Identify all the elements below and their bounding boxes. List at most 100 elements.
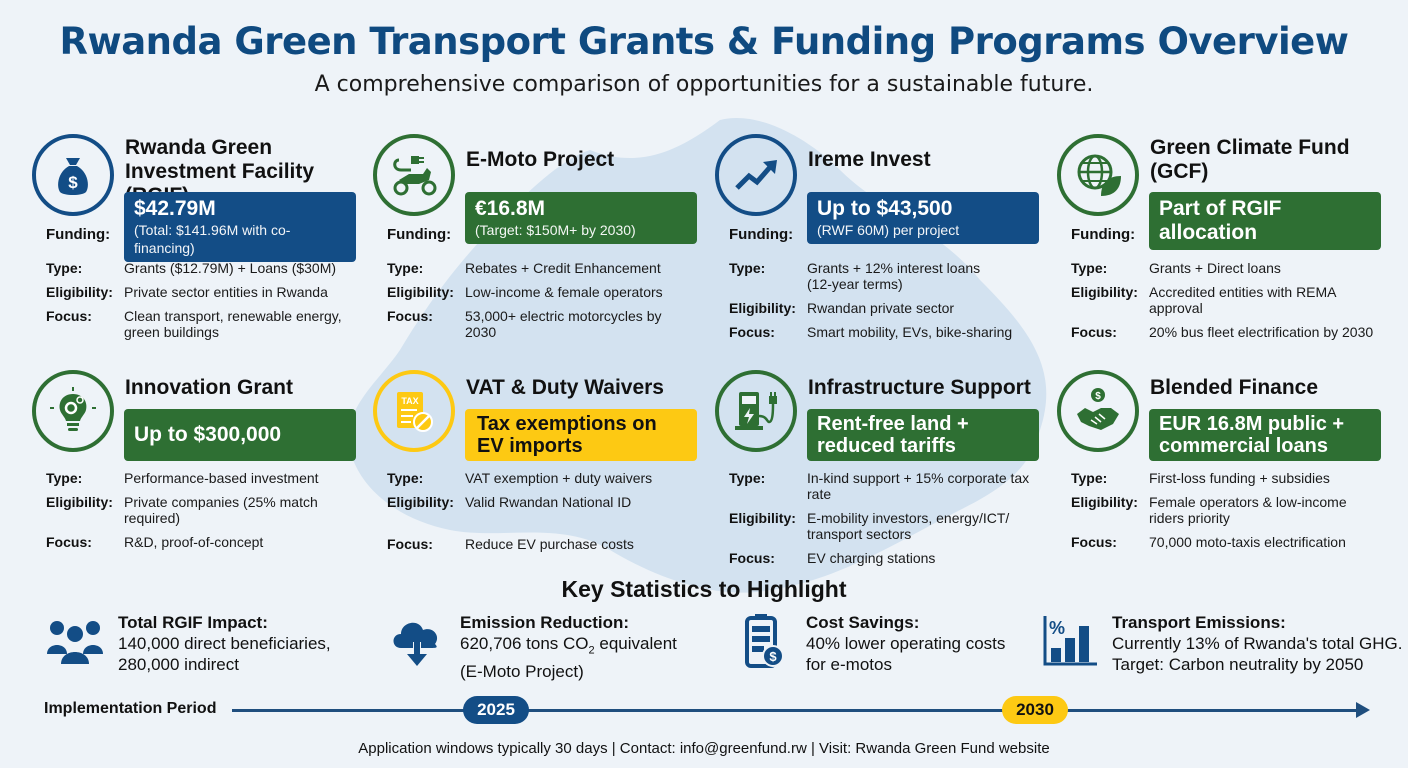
program-name: E-Moto Project: [466, 148, 615, 171]
type-label: Type:: [387, 470, 424, 486]
focus-value: 20% bus fleet electrification by 2030: [1149, 324, 1374, 340]
funding-amount: €16.8M: [475, 197, 546, 220]
stat-title: Transport Emissions:: [1112, 613, 1286, 632]
type-value: Performance-based investment: [124, 470, 319, 486]
type-label: Type:: [46, 470, 83, 486]
type-label: Type:: [729, 470, 766, 486]
program-card-vat-duty-waivers: TAX VAT & Duty Waivers Tax exemptions on…: [363, 364, 703, 584]
type-label: Type:: [1071, 470, 1108, 486]
eligibility-label: Eligibility:: [1071, 284, 1138, 300]
charging-station-icon: [715, 370, 797, 452]
program-details: Type: In-kind support + 15% corporate tax…: [729, 470, 1049, 574]
funding-badge: Tax exemptions on EV imports: [465, 409, 697, 461]
type-value: In-kind support + 15% corporate tax rate: [807, 470, 1030, 502]
eligibility-value: Accredited entities with REMA approval: [1149, 284, 1336, 316]
funding-amount: $42.79M: [134, 197, 216, 220]
program-card-blended-finance: $ Blended Finance EUR 16.8M public + com…: [1047, 364, 1387, 584]
program-details: Type: Rebates + Credit Enhancement Eligib…: [387, 260, 707, 348]
svg-text:TAX: TAX: [401, 396, 418, 406]
lightbulb-gears-icon: [32, 370, 114, 452]
funding-note: (Target: $150M+ by 2030): [475, 222, 636, 238]
stat-line: for e-motos: [806, 655, 892, 674]
funding-amount: Up to $43,500: [817, 197, 953, 220]
footer-contact: Application windows typically 30 days | …: [358, 740, 1050, 757]
page-subtitle: A comprehensive comparison of opportunit…: [314, 72, 1094, 97]
globe-leaf-icon: [1057, 134, 1139, 216]
focus-label: Focus:: [46, 308, 92, 324]
stat-line: 620,706 tons CO2 equivalent: [460, 633, 677, 661]
stat-line: (E-Moto Project): [460, 662, 584, 682]
funding-note: (RWF 60M) per project: [817, 222, 960, 238]
funding-label: Funding:: [387, 226, 452, 243]
program-name: Ireme Invest: [808, 148, 931, 171]
funding-badge: Part of RGIF allocation: [1149, 192, 1381, 250]
focus-value: EV charging stations: [807, 550, 936, 566]
program-card-rgif: $ Rwanda Green Investment Facility (RGIF…: [22, 128, 362, 348]
key-statistics-title: Key Statistics to Highlight: [561, 576, 847, 602]
funding-badge: $42.79M (Total: $141.96M with co-financi…: [124, 192, 356, 262]
implementation-timeline: Implementation Period 2025 2030: [0, 696, 1408, 726]
svg-text:$: $: [68, 173, 78, 192]
eligibility-value: E-mobility investors, energy/ICT/ transp…: [807, 510, 1010, 542]
eligibility-value: Valid Rwandan National ID: [465, 494, 632, 510]
percent-bar-chart-icon: %: [1036, 612, 1102, 674]
type-value: Grants ($12.79M) + Loans ($30M): [124, 260, 337, 276]
stat-line: 40% lower operating costs: [806, 634, 1006, 653]
focus-value: Smart mobility, EVs, bike-sharing: [807, 324, 1013, 340]
svg-text:%: %: [1049, 618, 1065, 638]
type-value: Grants + 12% interest loans (12-year ter…: [807, 260, 981, 292]
page-title: Rwanda Green Transport Grants & Funding …: [59, 20, 1349, 63]
stat-emission-reduction: Emission Reduction: 620,706 tons CO2 equ…: [384, 612, 677, 682]
funding-badge: €16.8M (Target: $150M+ by 2030): [465, 192, 697, 244]
funding-label: Funding:: [1071, 226, 1136, 243]
stat-line: 140,000 direct beneficiaries,: [118, 634, 331, 653]
trend-up-arrow-icon: [715, 134, 797, 216]
stat-line: Target: Carbon neutrality by 2050: [1112, 655, 1364, 674]
type-value: VAT exemption + duty waivers: [465, 470, 653, 486]
type-value: First-loss funding + subsidies: [1149, 470, 1330, 486]
funding-label: Funding:: [46, 226, 111, 243]
focus-label: Focus:: [387, 536, 433, 552]
type-label: Type:: [387, 260, 424, 276]
focus-value: 70,000 moto-taxis electrification: [1149, 534, 1346, 550]
eligibility-value: Low-income & female operators: [465, 284, 663, 300]
tax-document-icon: TAX: [373, 370, 455, 452]
eligibility-label: Eligibility:: [387, 284, 454, 300]
stat-cost-savings: $ Cost Savings: 40% lower operating cost…: [730, 612, 1005, 675]
money-bag-icon: $: [32, 134, 114, 216]
funding-badge: Up to $43,500 (RWF 60M) per project: [807, 192, 1039, 244]
stat-line: 280,000 indirect: [118, 655, 239, 674]
focus-label: Focus:: [387, 308, 433, 324]
funding-amount: Rent-free land + reduced tariffs: [817, 413, 969, 457]
stat-line-text: equivalent: [594, 634, 677, 653]
type-label: Type:: [1071, 260, 1108, 276]
people-group-icon: [42, 612, 108, 674]
program-card-emoto: E-Moto Project €16.8M (Target: $150M+ by…: [363, 128, 703, 348]
focus-label: Focus:: [1071, 534, 1117, 550]
milestone-2030: 2030: [1002, 696, 1068, 724]
focus-label: Focus:: [729, 550, 775, 566]
program-name: Blended Finance: [1150, 376, 1319, 399]
stat-transport-emissions: % Transport Emissions: Currently 13% of …: [1036, 612, 1402, 675]
electric-motorcycle-icon: [373, 134, 455, 216]
eligibility-label: Eligibility:: [46, 284, 113, 300]
program-details: Type: Grants + Direct loans Eligibility: A…: [1071, 260, 1391, 348]
eligibility-label: Eligibility:: [729, 510, 796, 526]
stat-line-text: 620,706 tons CO: [460, 634, 589, 653]
program-card-innovation-grant: Innovation Grant Up to $300,000 Type: Per…: [22, 364, 362, 584]
funding-badge: Rent-free land + reduced tariffs: [807, 409, 1039, 461]
funding-amount: EUR 16.8M public + commercial loans: [1159, 413, 1345, 457]
svg-text:$: $: [1095, 391, 1101, 402]
timeline-line: [232, 709, 1358, 712]
program-details: Type: Grants ($12.79M) + Loans ($30M) Eli…: [46, 260, 366, 348]
focus-label: Focus:: [46, 534, 92, 550]
funding-badge: Up to $300,000: [124, 409, 356, 461]
stat-title: Emission Reduction:: [460, 613, 630, 632]
eligibility-value: Private companies (25% match required): [124, 494, 318, 526]
stat-total-rgif-impact: Total RGIF Impact: 140,000 direct benefi…: [42, 612, 331, 675]
funding-amount: Part of RGIF allocation: [1159, 197, 1282, 244]
program-details: Type: First-loss funding + subsidies Elig…: [1071, 470, 1391, 558]
cloud-download-icon: [384, 612, 450, 674]
stat-title: Cost Savings:: [806, 613, 920, 632]
type-value: Rebates + Credit Enhancement: [465, 260, 661, 276]
